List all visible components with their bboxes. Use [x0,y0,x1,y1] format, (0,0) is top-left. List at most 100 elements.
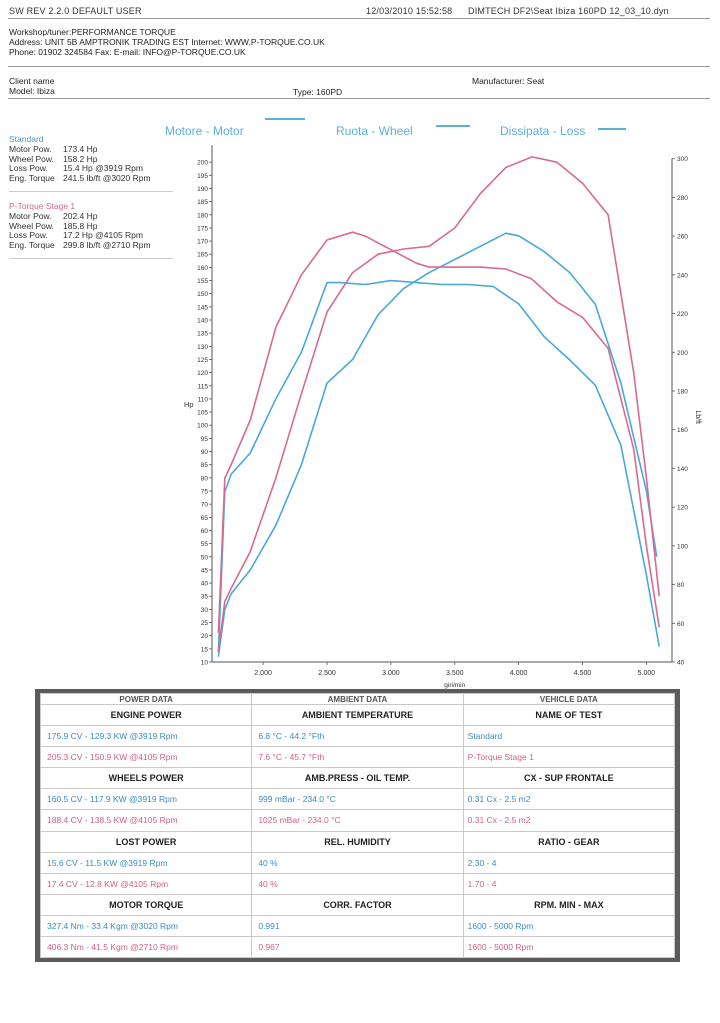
x-tick-label: 4.500 [574,670,592,677]
y-axis-label: Hp [184,400,194,409]
y2-tick-label: 80 [677,582,685,589]
table-cell: 1600 - 5000 Rpm [462,935,676,959]
summary-line-label: Loss Pow. [9,230,48,241]
table-header-cell: ENGINE POWER [39,704,253,727]
y-tick-label: 30 [201,607,209,614]
y-tick-label: 140 [197,318,208,325]
y-tick-label: 135 [197,331,208,338]
summary-divider-2 [9,258,173,259]
table-row: 17.4 CV - 12.8 KW @4105 Rpm 40 % 1.70 - 4 [39,872,676,895]
table-cell: Standard [462,725,676,748]
y-tick-label: 185 [197,199,208,206]
table-cell: 6.8 °C - 44.2 °Fth [251,725,464,748]
y2-tick-label: 300 [677,156,688,163]
test-datetime: 12/03/2010 15:52:58 [366,6,453,16]
x-tick-label: 3.000 [382,670,400,677]
table-group-header: VEHICLE DATA [462,692,676,706]
summary-line-value: 173.4 Hp [63,143,98,154]
x-tick-label: 3.500 [446,670,464,677]
y-tick-label: 120 [197,370,208,377]
summary-line-label: Wheel Pow. [9,220,54,231]
y2-tick-label: 100 [677,543,688,550]
table-row: 327.4 Nm - 33.4 Kgm @3020 Rpm 0.991 1600 -… [39,914,676,937]
y2-tick-label: 260 [677,234,688,241]
y-tick-label: 15 [201,646,209,653]
x-tick-label: 5.000 [638,670,656,677]
software-version: SW REV 2.2.0 DEFAULT USER [9,6,142,16]
table-cell: 175.9 CV - 129.3 KW @3919 Rpm [39,725,253,748]
table-cell: 160.5 CV - 117.9 KW @3919 Rpm [39,788,253,811]
summary-line-value: 17.2 Hp @4105 Rpm [63,230,143,241]
y-tick-label: 190 [197,186,208,193]
legend-loss: Dissipata - Loss [500,124,586,138]
x-tick-label: 2.000 [254,670,272,677]
legend-motor: Motore - Motor [165,124,244,138]
table-header-cell: NAME OF TEST [462,704,676,727]
y-tick-label: 130 [197,344,208,351]
workshop-phone: Phone: 01902 324584 Fax: E-mail: INFO@P-… [9,47,246,57]
x-tick-label: 2.500 [318,670,336,677]
y-tick-label: 170 [197,239,208,246]
summary-line-value: 185.8 Hp [63,220,98,231]
table-cell: 327.4 Nm - 33.4 Kgm @3020 Rpm [39,914,253,937]
vehicle-type-label: Type: 160PD [293,87,343,97]
header-divider [8,18,710,19]
table-row: 160.5 CV - 117.9 KW @3919 Rpm 999 mBar - … [39,788,676,811]
client-name-label: Client name [9,76,55,86]
client-model-label: Model: Ibiza [9,86,55,96]
table-header-cell: WHEELS POWER [39,767,253,790]
table-cell: 0.967 [251,935,464,959]
legend-motor-swatch [265,118,305,120]
summary-line: Motor Pow. 173.4 Hp [9,143,174,155]
y-tick-label: 90 [201,449,209,456]
workshop-name: Workshop/tuner:PERFORMANCE TORQUE [9,27,176,37]
y-tick-label: 180 [197,212,208,219]
series-line-torque-0 [217,279,660,653]
summary-line-label: Motor Pow. [9,210,52,221]
dyno-chart: 10 15 20 25 30 35 40 45 50 55 60 65 70 75 80 85 90 95 100 1… [184,145,701,689]
summary-line-label: Eng. Torque [9,240,55,251]
table-row: WHEELS POWER AMB.PRESS - OIL TEMP. CX - SU… [39,767,676,790]
table-header-cell: MOTOR TORQUE [39,893,253,916]
y-tick-label: 35 [201,594,209,601]
summary-line-value: 158.2 Hp [63,153,98,164]
x-tick-label: 4.000 [510,670,528,677]
client-divider [8,98,710,99]
table-row: 406.3 Nm - 41.5 Kgm @2710 Rpm 0.967 1600 -… [39,935,676,959]
workshop-divider [8,66,710,67]
y2-tick-label: 120 [677,505,688,512]
y-tick-label: 155 [197,278,208,285]
table-cell: 17.4 CV - 12.8 KW @4105 Rpm [39,872,253,895]
table-header-cell: LOST POWER [39,830,253,853]
table-cell: 188.4 CV - 138.5 KW @4105 Rpm [39,809,253,832]
y2-tick-label: 280 [677,195,688,202]
y2-axis-label: Lb/ft [694,410,701,424]
y-tick-label: 125 [197,357,208,364]
summary-line: Motor Pow. 202.4 Hp [9,210,174,222]
y-tick-label: 20 [201,633,209,640]
y2-tick-label: 200 [677,350,688,357]
y-tick-label: 25 [201,620,209,627]
table-group-header: AMBIENT DATA [251,692,464,706]
y-tick-label: 145 [197,304,208,311]
summary-line-label: Wheel Pow. [9,153,54,164]
summary-line: Eng. Torque 241.5 lb/ft @3020 Rpm [9,173,174,184]
table-cell: P-Torque Stage 1 [462,746,676,769]
table-header-cell: CORR. FACTOR [251,893,464,916]
y2-tick-label: 160 [677,427,688,434]
summary-line: Loss Pow. 15.4 Hp @3919 Rpm [9,164,174,174]
summary-stage1: P-Torque Stage 1 Motor Pow. 202.4 Hp Wheel… [9,201,174,251]
y-tick-label: 95 [201,436,209,443]
table-cell: 2.30 - 4 [462,851,676,874]
y-tick-label: 100 [197,423,208,430]
legend-loss-swatch [598,128,626,130]
summary-divider-1 [9,191,173,192]
legend-wheel: Ruota - Wheel [336,124,413,138]
test-file: DIMTECH DF2\Seat Ibiza 160PD 12_03_10.dy… [468,6,669,16]
y-tick-label: 105 [197,410,208,417]
y-tick-label: 160 [197,265,208,272]
y-tick-label: 10 [201,660,209,667]
y-tick-label: 85 [201,462,209,469]
summary-standard-title: Standard [9,134,44,144]
summary-line-label: Eng. Torque [9,173,55,184]
